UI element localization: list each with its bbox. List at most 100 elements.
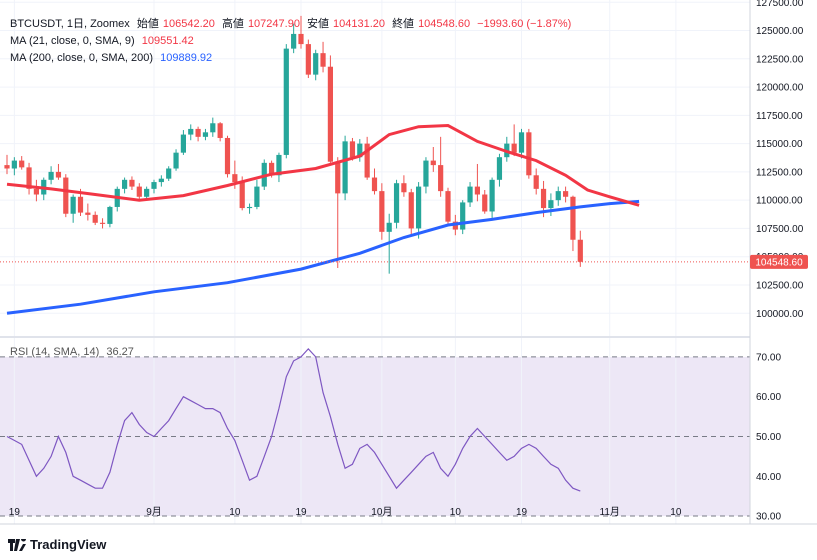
rsi-legend[interactable]: RSI (14, SMA, 14) 36.27 bbox=[10, 345, 138, 359]
candle-up bbox=[180, 130, 186, 155]
candle-body bbox=[482, 194, 488, 212]
tradingview-icon bbox=[8, 538, 26, 551]
candle-body bbox=[460, 202, 466, 230]
candle-up bbox=[122, 177, 128, 194]
candle-down bbox=[320, 41, 326, 73]
price-tick-label: 127500.00 bbox=[756, 0, 804, 9]
rsi-tick-label: 40.00 bbox=[756, 472, 781, 483]
candle-body bbox=[92, 214, 98, 223]
candle-up bbox=[423, 157, 429, 194]
candle-body bbox=[474, 186, 480, 195]
candle-body bbox=[313, 53, 319, 75]
price-tick-label: 120000.00 bbox=[756, 83, 804, 94]
candle-down bbox=[305, 39, 311, 79]
candle-down bbox=[4, 154, 10, 175]
candle-up bbox=[467, 182, 473, 207]
candle-body bbox=[548, 200, 554, 209]
candle-up bbox=[555, 186, 561, 206]
candle-down bbox=[335, 157, 341, 269]
candle-body bbox=[173, 152, 179, 169]
candle-body bbox=[349, 141, 356, 158]
candle-up bbox=[496, 153, 503, 187]
candle-body bbox=[291, 33, 297, 49]
candle-body bbox=[496, 157, 503, 180]
candle-up bbox=[416, 182, 422, 239]
candle-up bbox=[489, 177, 495, 220]
candle-up bbox=[246, 203, 253, 214]
price-tick-label: 112500.00 bbox=[756, 167, 803, 178]
low-label: 安値 bbox=[307, 18, 329, 30]
candle-up bbox=[276, 152, 282, 183]
candle-down bbox=[85, 203, 91, 221]
high-value: 107247.90 bbox=[247, 18, 300, 30]
candle-body bbox=[555, 191, 561, 201]
candle-body bbox=[48, 171, 54, 180]
close-value: 104548.60 bbox=[418, 18, 471, 30]
rsi-tick-label: 60.00 bbox=[756, 392, 781, 403]
candle-body bbox=[33, 188, 39, 195]
candle-down bbox=[327, 55, 333, 163]
ma21-legend[interactable]: MA (21, close, 0, SMA, 9) 109551.42 bbox=[10, 34, 198, 48]
candle-body bbox=[577, 239, 583, 262]
candle-body bbox=[393, 183, 400, 223]
candle-down bbox=[99, 218, 106, 229]
candle-down bbox=[379, 183, 385, 240]
ohlc-legend: BTCUSDT, 1日, Zoomex 始値 106542.20 高値 107247… bbox=[10, 17, 575, 31]
rsi-axis[interactable]: 70.00 60.00 50.00 40.00 30.00 bbox=[756, 352, 781, 522]
candle-down bbox=[55, 163, 62, 180]
time-tick-label: 10 bbox=[229, 507, 241, 518]
candle-up bbox=[518, 128, 525, 159]
time-axis[interactable]: 19 9月 10 19 10月 10 19 11月 10 bbox=[9, 506, 682, 518]
candle-body bbox=[210, 123, 216, 133]
price-tick-label: 122500.00 bbox=[756, 54, 804, 65]
open-label: 始値 bbox=[136, 18, 159, 30]
candle-down bbox=[408, 188, 414, 235]
candle-body bbox=[401, 183, 407, 193]
candle-up bbox=[548, 193, 554, 216]
candle-body bbox=[408, 192, 414, 229]
rsi-tick-label: 50.00 bbox=[756, 432, 781, 443]
candle-body bbox=[4, 165, 10, 169]
candle-body bbox=[224, 137, 231, 175]
candle-down bbox=[474, 163, 480, 202]
price-tick-label: 115000.00 bbox=[756, 139, 803, 150]
candle-down bbox=[129, 176, 135, 190]
candle-body bbox=[269, 162, 275, 176]
low-value: 104131.20 bbox=[333, 18, 385, 30]
candle-down bbox=[217, 122, 223, 142]
candle-down bbox=[401, 175, 407, 197]
candle-down bbox=[430, 147, 436, 172]
candle-body bbox=[423, 160, 429, 187]
candle-body bbox=[180, 134, 186, 153]
candle-up bbox=[283, 44, 289, 159]
ma200-legend[interactable]: MA (200, close, 0, SMA, 200) 109889.92 bbox=[10, 51, 216, 65]
candle-down bbox=[33, 179, 39, 202]
candle-body bbox=[511, 143, 517, 153]
candle-down bbox=[26, 162, 32, 195]
candle-up bbox=[144, 186, 150, 200]
candle-body bbox=[195, 128, 201, 137]
high-label: 高値 bbox=[221, 18, 244, 30]
time-tick-label: 19 bbox=[9, 507, 21, 518]
candle-body bbox=[276, 154, 282, 176]
candle-body bbox=[239, 182, 245, 209]
symbol-label[interactable]: BTCUSDT, 1日, Zoomex bbox=[10, 18, 130, 30]
candle-down bbox=[570, 195, 576, 252]
candle-up bbox=[166, 166, 172, 181]
price-tick-label: 117500.00 bbox=[756, 111, 803, 122]
candle-up bbox=[357, 139, 363, 162]
close-label: 終値 bbox=[392, 18, 415, 30]
candle-up bbox=[173, 149, 179, 171]
price-tick-label: 100000.00 bbox=[756, 309, 804, 320]
candle-body bbox=[55, 171, 62, 178]
candle-body bbox=[335, 161, 341, 194]
tradingview-logo[interactable]: TradingView bbox=[8, 537, 106, 552]
candle-down bbox=[63, 174, 69, 218]
candle-up bbox=[158, 175, 164, 187]
last-price-tag: 104548.60 bbox=[750, 254, 808, 269]
candle-body bbox=[188, 128, 194, 135]
candle-body bbox=[489, 179, 495, 212]
rsi-label: RSI (14, SMA, 14) bbox=[10, 346, 100, 358]
candle-body bbox=[342, 141, 348, 194]
